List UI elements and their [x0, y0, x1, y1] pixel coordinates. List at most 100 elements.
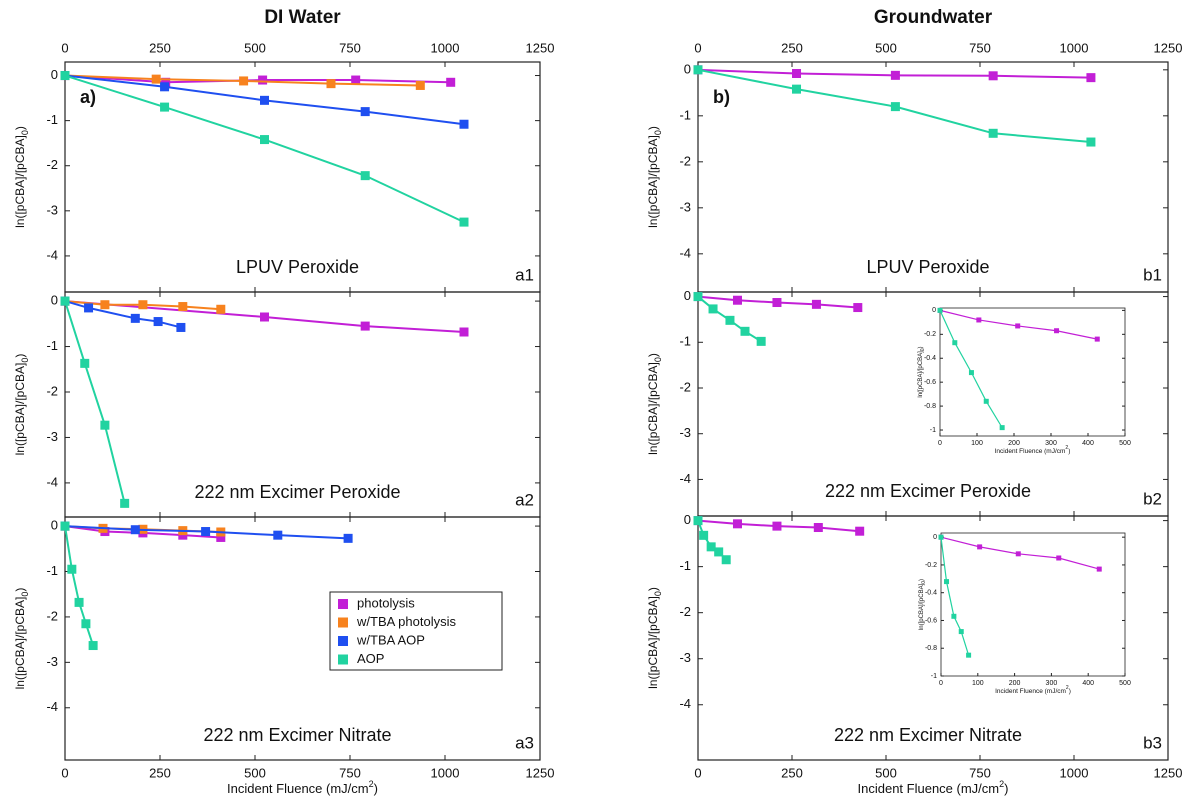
x-tick-label: 0: [694, 40, 701, 55]
data-point: [459, 119, 469, 129]
data-point: [968, 370, 974, 376]
text-part: ln([pCBA]/[pCBA]: [13, 135, 27, 228]
text-part: Incident Fluence (mJ/cm: [227, 781, 369, 796]
legend-swatch: [338, 654, 348, 665]
data-point: [977, 544, 983, 550]
x-tick-label: 500: [875, 40, 897, 55]
y-tick-label: 0: [684, 61, 691, 76]
plot-frame: [697, 515, 1169, 761]
x-axis-title: Incident Fluence (mJ/cm2): [858, 779, 1009, 796]
x-tick-label: 250: [781, 40, 803, 55]
x-tick-label: 300: [1045, 440, 1057, 447]
column-title: DI Water: [264, 7, 341, 28]
x-tick-label: 0: [694, 765, 701, 780]
y-tick-label: -4: [46, 247, 58, 262]
y-tick-label: -0.2: [925, 562, 937, 569]
x-axis-title: Incident Fluence (mJ/cm2): [995, 685, 1071, 694]
data-point: [988, 128, 998, 138]
y-tick-label: -0.4: [924, 355, 936, 362]
data-point: [81, 619, 91, 629]
x-axis-title: Incident Fluence (mJ/cm2): [227, 779, 378, 796]
panel-tag: a): [80, 87, 96, 107]
series-line: [64, 300, 465, 333]
text-part: ): [646, 353, 660, 357]
y-tick-label: -2: [46, 157, 58, 172]
x-tick-label: 0: [61, 40, 68, 55]
text-part: Incident Fluence (mJ/cm: [995, 688, 1066, 695]
data-point: [811, 299, 821, 309]
x-tick-label: 400: [1082, 440, 1094, 447]
legend-frame: [329, 591, 503, 671]
data-point: [160, 82, 170, 92]
data-point: [693, 65, 703, 75]
data-point: [216, 304, 226, 314]
data-point: [178, 530, 188, 540]
x-tick-label: 250: [149, 765, 171, 780]
x-tick-label: 750: [969, 40, 991, 55]
data-point: [239, 76, 249, 86]
data-point: [772, 298, 782, 308]
data-point: [732, 519, 742, 529]
data-point: [176, 322, 186, 332]
data-point: [988, 71, 998, 81]
data-point: [976, 317, 982, 323]
x-tick-label: 300: [1046, 680, 1058, 687]
data-point: [161, 77, 171, 87]
data-point: [130, 525, 140, 535]
y-tick-label: -2: [679, 153, 691, 168]
y-tick-label: -0.6: [925, 617, 937, 624]
data-point: [360, 321, 370, 331]
data-point: [160, 102, 170, 112]
legend-swatch: [338, 617, 348, 628]
y-tick-label: -2: [46, 383, 58, 398]
text-part: 0: [20, 130, 30, 135]
text-part: 0: [653, 591, 663, 596]
x-tick-label: 100: [972, 680, 984, 687]
data-point: [60, 71, 70, 81]
plot-frame: [64, 516, 541, 761]
text-part: ): [919, 579, 925, 581]
data-point: [890, 70, 900, 80]
data-point: [740, 326, 750, 336]
y-tick-label: -0.2: [924, 331, 936, 338]
y-tick-label: -4: [46, 699, 58, 714]
panel-label: a1: [515, 265, 534, 284]
data-point: [1015, 323, 1021, 329]
x-tick-label: 1000: [1060, 765, 1089, 780]
y-tick-label: -1: [46, 338, 58, 353]
text-part: 0: [20, 592, 30, 597]
panel-subtitle: LPUV Peroxide: [236, 257, 359, 277]
panel-tag: b): [713, 87, 730, 107]
y-axis-title: ln([pCBA]/[pCBA]0): [918, 346, 927, 397]
text-part: ): [1068, 448, 1070, 455]
panel-label: b1: [1143, 265, 1162, 284]
x-tick-label: 200: [1009, 680, 1021, 687]
x-tick-label: 750: [339, 765, 361, 780]
y-axis-title: ln([pCBA]/[pCBA]0): [13, 354, 30, 456]
text-part: ): [918, 346, 924, 348]
text-part: ln([pCBA]/[pCBA]: [646, 596, 660, 689]
text-part: ): [1004, 781, 1008, 796]
text-part: 2: [1066, 685, 1069, 691]
x-tick-label: 1250: [526, 40, 555, 55]
x-tick-label: 500: [875, 765, 897, 780]
legend-label: AOP: [357, 651, 384, 666]
x-tick-label: 200: [1008, 440, 1020, 447]
data-point: [130, 313, 140, 323]
data-point: [67, 564, 77, 574]
text-part: ): [1069, 688, 1071, 695]
text-part: 2: [1065, 445, 1068, 451]
y-axis-title: ln([pCBA]/[pCBA]0): [919, 579, 928, 630]
text-part: 0: [920, 348, 926, 351]
data-point: [952, 340, 958, 346]
data-point: [699, 530, 709, 540]
panel-subtitle: LPUV Peroxide: [866, 257, 989, 277]
legend-label: photolysis: [357, 595, 415, 610]
y-tick-label: -4: [679, 471, 691, 486]
data-point: [772, 521, 782, 531]
y-tick-label: -3: [679, 650, 691, 665]
data-point: [1054, 328, 1060, 334]
data-point: [60, 521, 70, 531]
data-point: [260, 312, 269, 322]
